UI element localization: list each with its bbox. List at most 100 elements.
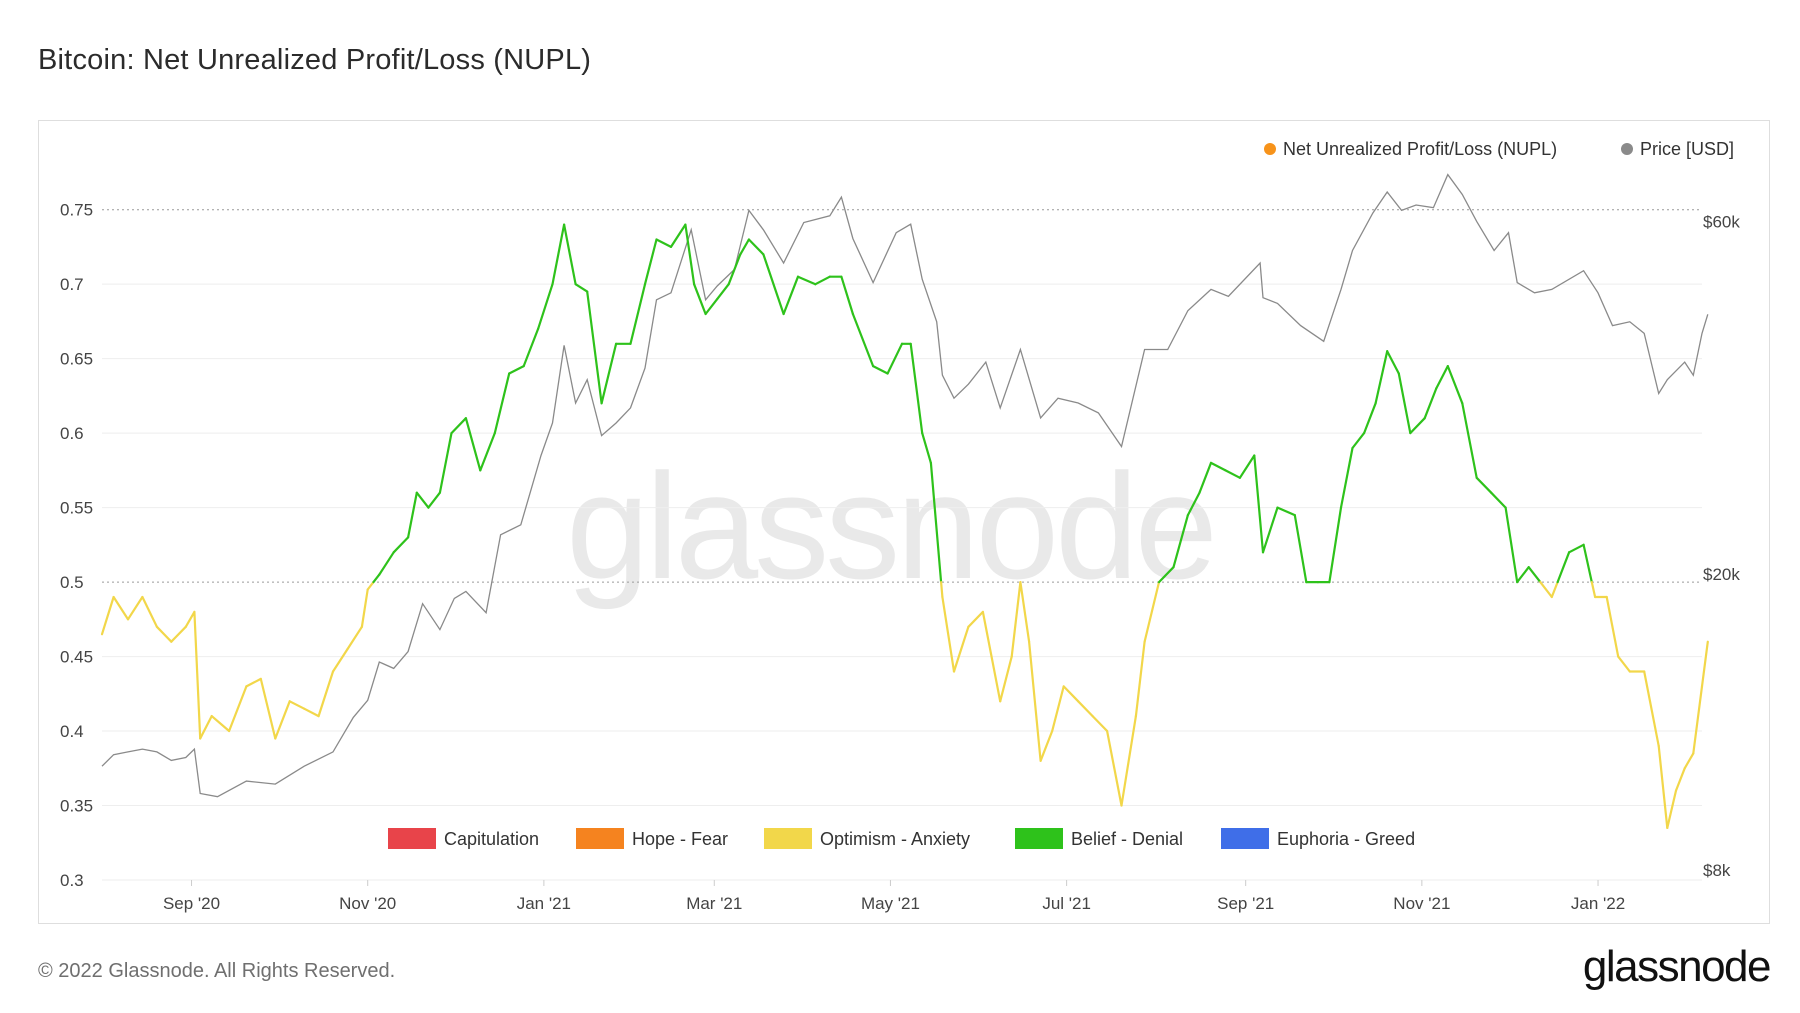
nupl-segment xyxy=(1224,469,1242,479)
legend-swatch xyxy=(764,828,812,849)
nupl-segment xyxy=(840,275,855,316)
legend-swatch xyxy=(1221,828,1269,849)
nupl-segment xyxy=(1683,752,1695,770)
nupl-segment xyxy=(1209,461,1227,472)
nupl-segment xyxy=(1550,580,1559,599)
nupl-segment xyxy=(346,625,363,651)
nupl-segment xyxy=(1027,640,1042,762)
nupl-segment xyxy=(981,610,1002,703)
nupl-segment xyxy=(479,432,496,472)
nupl-segment xyxy=(909,342,924,435)
nupl-segment xyxy=(1666,789,1678,830)
nupl-segment xyxy=(407,491,418,539)
nupl-segment xyxy=(141,595,158,628)
nupl-segment xyxy=(1700,640,1709,688)
nupl-segment xyxy=(360,588,369,628)
nupl-segment xyxy=(438,432,453,494)
nupl-segment xyxy=(929,461,943,584)
nupl-segment xyxy=(288,700,306,710)
nupl-segment xyxy=(562,223,577,286)
legend-zones[interactable]: Capitulation Hope - Fear Optimism - Anxiet… xyxy=(388,828,1415,849)
y-right-tick-label: $60k xyxy=(1703,213,1740,232)
nupl-segment xyxy=(1643,670,1660,748)
nupl-segment xyxy=(1157,566,1175,584)
nupl-segment xyxy=(574,283,589,293)
x-tick-label: May '21 xyxy=(861,894,920,913)
nupl-segment xyxy=(1019,580,1031,643)
legend-zone-label: Capitulation xyxy=(444,829,539,849)
nupl-segment xyxy=(1461,402,1478,479)
y-tick-label: 0.35 xyxy=(60,797,93,816)
nupl-segment xyxy=(1582,543,1593,584)
nupl-segment xyxy=(1539,580,1553,599)
nupl-segment xyxy=(871,365,889,375)
nupl-segment xyxy=(1120,714,1138,807)
nupl-segment xyxy=(100,595,115,636)
nupl-segment xyxy=(1490,491,1507,509)
nupl-segment xyxy=(967,610,985,628)
nupl-segment xyxy=(1143,580,1161,643)
x-tick-label: Sep '21 xyxy=(1217,894,1274,913)
nupl-segment xyxy=(1351,432,1366,450)
nupl-segment xyxy=(259,677,277,740)
y-tick-label: 0.65 xyxy=(60,350,93,369)
glassnode-logo: glassnode xyxy=(1582,942,1772,991)
x-tick-label: Nov '20 xyxy=(339,894,396,913)
nupl-segment xyxy=(274,700,291,740)
nupl-segment xyxy=(199,714,213,740)
nupl-segment xyxy=(1105,729,1123,807)
legend-swatch xyxy=(1015,828,1063,849)
nupl-segment xyxy=(493,372,511,435)
nupl-segment xyxy=(1362,402,1377,435)
y-right-tick-label: $20k xyxy=(1703,565,1740,584)
nupl-segment xyxy=(1253,454,1265,554)
y-tick-label: 0.75 xyxy=(60,201,93,220)
nupl-segment xyxy=(1527,566,1542,584)
nupl-segment xyxy=(1010,580,1022,658)
nupl-segment xyxy=(1567,543,1585,554)
nupl-segment xyxy=(1261,506,1279,554)
y-axis-left: 0.3 0.35 0.4 0.45 0.5 0.55 0.6 0.65 0.7 0.75 xyxy=(60,201,93,890)
nupl-segment xyxy=(1293,513,1308,584)
nupl-segment xyxy=(1276,506,1296,517)
nupl-series xyxy=(100,223,1709,830)
page-title: Bitcoin: Net Unrealized Profit/Loss (NUP… xyxy=(38,44,592,76)
nupl-segment xyxy=(1339,446,1354,509)
price-line xyxy=(101,173,1709,798)
nupl-segment xyxy=(331,647,349,673)
nupl-segment xyxy=(952,625,970,673)
y-tick-label: 0.3 xyxy=(60,871,84,890)
nupl-segment xyxy=(1062,685,1080,703)
nupl-segment xyxy=(228,685,248,733)
nupl-segment xyxy=(999,655,1013,703)
nupl-segment xyxy=(317,670,335,718)
nupl-segment xyxy=(629,283,647,345)
y-axis-right: $8k $20k $60k xyxy=(1703,213,1740,880)
nupl-segment xyxy=(193,610,202,740)
nupl-segment xyxy=(1091,714,1109,733)
nupl-segment xyxy=(1386,350,1400,375)
chart-frame xyxy=(38,120,1770,924)
x-tick-label: Mar '21 xyxy=(686,894,742,913)
nupl-segment xyxy=(1475,476,1493,494)
nupl-segment xyxy=(1238,454,1256,479)
nupl-segment xyxy=(112,595,130,621)
y-tick-label: 0.7 xyxy=(60,275,84,294)
y-tick-label: 0.5 xyxy=(60,573,84,592)
nupl-segment xyxy=(851,312,875,368)
legend-zone-label: Euphoria - Greed xyxy=(1277,829,1415,849)
legend-label: Net Unrealized Profit/Loss (NUPL) xyxy=(1283,139,1557,159)
legend-marker-dot xyxy=(1264,143,1276,155)
nupl-segment xyxy=(1516,566,1530,584)
nupl-segment xyxy=(1590,580,1597,599)
nupl-segment xyxy=(1657,744,1669,830)
nupl-segment xyxy=(1504,506,1519,584)
nupl-segment xyxy=(1186,491,1201,517)
legend-zone-label: Hope - Fear xyxy=(632,829,728,849)
nupl-segment xyxy=(939,580,944,599)
nupl-segment xyxy=(522,327,540,368)
legend-top[interactable]: Net Unrealized Profit/Loss (NUPL) Price [… xyxy=(1264,139,1734,159)
nupl-segment xyxy=(1435,365,1449,390)
y-tick-label: 0.45 xyxy=(60,648,93,667)
legend-swatch xyxy=(388,828,436,849)
